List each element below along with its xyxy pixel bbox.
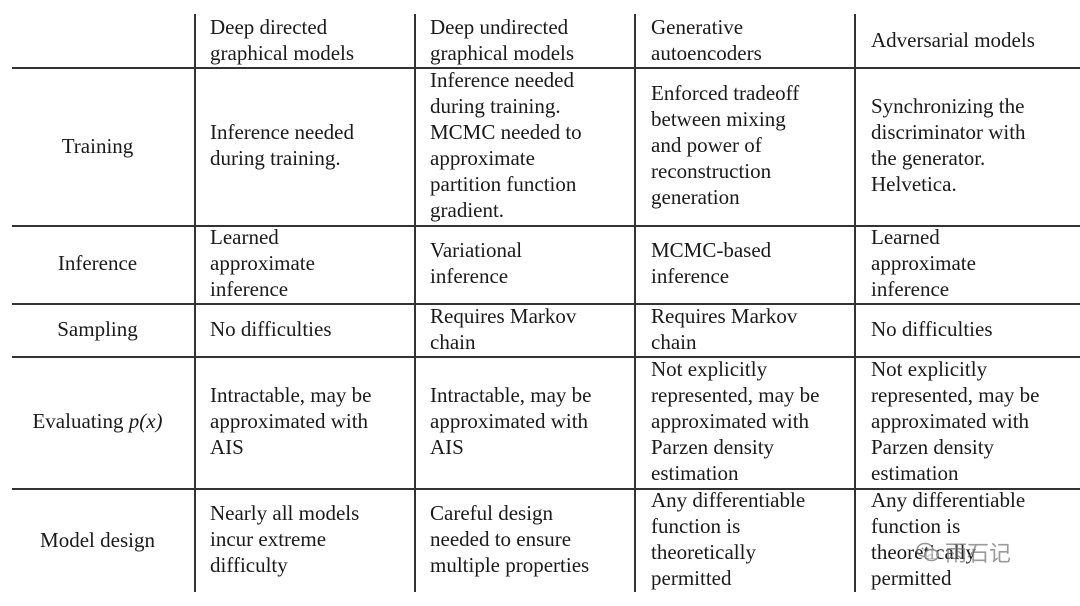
cell-training-autoencoders: Enforced tradeoff between mixing and pow… <box>651 81 800 209</box>
row-divider <box>12 225 1080 227</box>
cell-evaluating-adversarial: Not explicitly represented, may be appro… <box>871 357 1040 485</box>
row-divider <box>12 303 1080 305</box>
cell-sampling-autoencoders: Requires Markov chain <box>651 304 798 354</box>
cell-evaluating-autoencoders: Not explicitly represented, may be appro… <box>651 357 820 485</box>
row-divider <box>12 67 1080 69</box>
cell-inference-directed: Learned approximate inference <box>210 225 315 301</box>
row-label-sampling: Sampling <box>57 317 138 341</box>
watermark: 雨石记 <box>915 536 1011 568</box>
cell-inference-undirected: Variational inference <box>430 238 523 288</box>
cell-design-adversarial: Any differentiable function is theoretic… <box>871 488 1026 590</box>
header-adversarial-models: Adversarial models <box>871 28 1035 52</box>
cell-design-directed: Nearly all models incur extreme difficul… <box>210 501 360 577</box>
cell-inference-autoencoders: MCMC-based inference <box>651 238 772 288</box>
cell-sampling-undirected: Requires Markov chain <box>430 304 577 354</box>
cell-training-undirected: Inference needed during training. MCMC n… <box>430 68 582 222</box>
row-divider <box>12 356 1080 358</box>
cell-sampling-directed: No difficulties <box>210 317 332 341</box>
row-label-training: Training <box>61 134 134 158</box>
cell-sampling-adversarial: No difficulties <box>871 317 993 341</box>
header-deep-directed: Deep directed graphical models <box>210 15 355 65</box>
row-label-inference: Inference <box>57 251 138 275</box>
row-label-model-design: Model design <box>40 528 155 552</box>
row-label-evaluating-text: Evaluating <box>32 409 129 433</box>
row-label-evaluating-math: p(x) <box>128 409 163 433</box>
header-generative-autoencoders: Generative autoencoders <box>651 15 762 65</box>
watermark-text: 雨石记 <box>945 542 1012 567</box>
cell-inference-adversarial: Learned approximate inference <box>871 225 976 301</box>
cell-design-undirected: Careful design needed to ensure multiple… <box>430 501 590 577</box>
row-divider <box>12 488 1080 490</box>
cell-evaluating-undirected: Intractable, may be approximated with AI… <box>430 383 592 459</box>
header-deep-undirected: Deep undirected graphical models <box>430 15 575 65</box>
row-label-evaluating: Evaluating p(x) <box>0 408 195 434</box>
cell-evaluating-directed: Intractable, may be approximated with AI… <box>210 383 372 459</box>
wechat-icon <box>916 542 940 562</box>
cell-training-directed: Inference needed during training. <box>210 120 354 170</box>
cell-design-autoencoders: Any differentiable function is theoretic… <box>651 488 806 590</box>
cell-training-adversarial: Synchronizing the discriminator with the… <box>871 94 1026 196</box>
